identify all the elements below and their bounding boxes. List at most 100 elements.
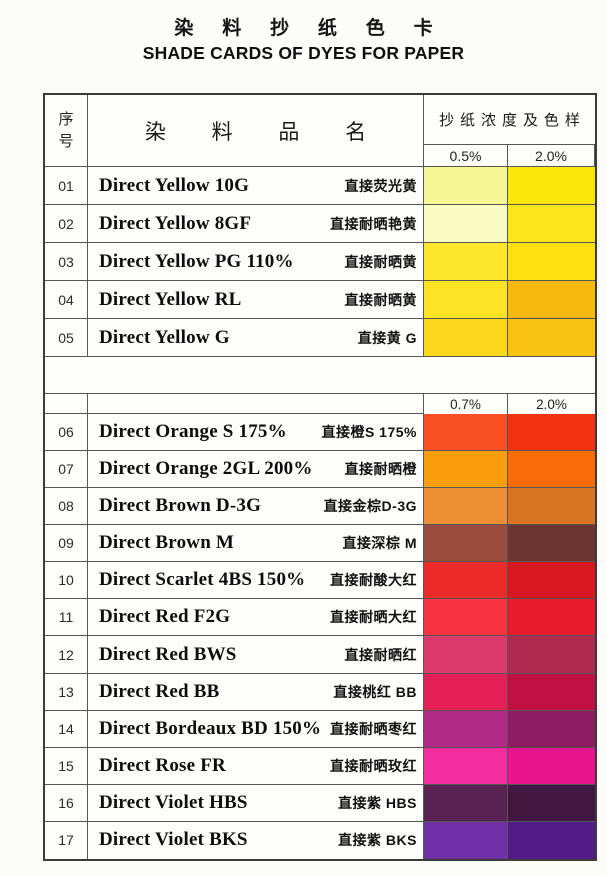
- dye-name-chinese: 直接黄 G: [357, 329, 417, 346]
- color-swatch-high-concentration: [508, 599, 595, 637]
- color-swatch-high-concentration: [508, 243, 595, 281]
- empty-index-cell: [45, 394, 88, 414]
- table-row: 15 Direct Rose FR 直接耐晒玫红: [45, 747, 595, 785]
- color-swatch-low-concentration: [424, 488, 508, 526]
- dye-name-chinese: 直接耐酸大红: [330, 572, 417, 589]
- table-row: 03 Direct Yellow PG 110% 直接耐晒黄: [45, 243, 595, 281]
- row-number: 12: [45, 636, 88, 674]
- dye-name-english: Direct Yellow 8GF: [99, 212, 252, 234]
- dye-name-cell: Direct Yellow 8GF 直接耐晒艳黄: [88, 205, 424, 243]
- dye-name-english: Direct Brown M: [99, 532, 235, 554]
- shade-card-table: 序号 染 料 品 名 抄 纸 浓 度 及 色 样 0.5% 2.0% 01 Di…: [43, 93, 597, 861]
- color-swatch-high-concentration: [508, 488, 595, 526]
- page-header: 染 料 抄 纸 色 卡 SHADE CARDS OF DYES FOR PAPE…: [0, 0, 607, 64]
- dye-name-english: Direct Yellow 10G: [99, 174, 250, 196]
- dye-name-cell: Direct Brown D-3G 直接金棕D-3G: [88, 488, 424, 526]
- dye-name-cell: Direct Bordeaux BD 150% 直接耐晒枣红: [88, 710, 424, 748]
- color-swatch-high-concentration: [508, 319, 595, 357]
- table-row: 06 Direct Orange S 175% 直接橙S 175%: [45, 414, 595, 452]
- table-row: 02 Direct Yellow 8GF 直接耐晒艳黄: [45, 205, 595, 243]
- dye-name-cell: Direct Yellow RL 直接耐晒黄: [88, 281, 424, 319]
- color-swatch-high-concentration: [508, 673, 595, 711]
- row-number: 07: [45, 451, 88, 489]
- color-swatch-high-concentration: [508, 747, 595, 785]
- table-row: 13 Direct Red BB 直接桃红 BB: [45, 673, 595, 711]
- header-index-label: 序号: [58, 110, 74, 150]
- color-swatch-low-concentration: [424, 636, 508, 674]
- color-swatch-low-concentration: [424, 319, 508, 357]
- table-row: 12 Direct Red BWS 直接耐晒红: [45, 636, 595, 674]
- color-swatch-high-concentration: [508, 710, 595, 748]
- color-swatch-low-concentration: [424, 205, 508, 243]
- color-swatch-low-concentration: [424, 167, 508, 205]
- row-number: 08: [45, 488, 88, 526]
- dye-name-english: Direct Red F2G: [99, 606, 231, 628]
- group2-concentration-low: 0.7%: [424, 394, 508, 414]
- group1-rows: 01 Direct Yellow 10G 直接荧光黄 02 Direct Yel…: [45, 167, 595, 357]
- dye-name-cell: Direct Orange S 175% 直接橙S 175%: [88, 414, 424, 452]
- dye-name-chinese: 直接荧光黄: [344, 177, 417, 194]
- dye-name-cell: Direct Yellow 10G 直接荧光黄: [88, 167, 424, 205]
- dye-name-cell: Direct Violet BKS 直接紫 BKS: [88, 821, 424, 859]
- header-swatch-column: 抄 纸 浓 度 及 色 样 0.5% 2.0%: [424, 95, 595, 167]
- dye-name-english: Direct Orange S 175%: [99, 421, 287, 443]
- header-dye-name-label: 染 料 品 名: [144, 120, 387, 144]
- dye-name-english: Direct Red BWS: [99, 643, 237, 665]
- group1-concentration-low: 0.5%: [424, 145, 508, 166]
- color-swatch-high-concentration: [508, 414, 595, 452]
- table-row: 08 Direct Brown D-3G 直接金棕D-3G: [45, 488, 595, 526]
- group1-concentration-high: 2.0%: [508, 145, 595, 166]
- row-number: 02: [45, 205, 88, 243]
- table-row: 01 Direct Yellow 10G 直接荧光黄: [45, 167, 595, 205]
- color-swatch-low-concentration: [424, 414, 508, 452]
- row-number: 09: [45, 525, 88, 563]
- color-swatch-low-concentration: [424, 451, 508, 489]
- dye-name-english: Direct Yellow G: [99, 326, 230, 348]
- color-swatch-high-concentration: [508, 451, 595, 489]
- row-number: 05: [45, 319, 88, 357]
- dye-name-chinese: 直接耐晒大红: [330, 609, 417, 626]
- color-swatch-high-concentration: [508, 562, 595, 600]
- color-swatch-low-concentration: [424, 710, 508, 748]
- dye-name-cell: Direct Brown M 直接深棕 M: [88, 525, 424, 563]
- dye-name-chinese: 直接耐晒橙: [344, 461, 417, 478]
- dye-name-english: Direct Yellow RL: [99, 288, 242, 310]
- group1-concentration-row: 0.5% 2.0%: [424, 145, 595, 166]
- dye-name-chinese: 直接金棕D-3G: [323, 498, 417, 515]
- header-index-column: 序号: [45, 95, 88, 167]
- color-swatch-low-concentration: [424, 784, 508, 822]
- dye-name-english: Direct Yellow PG 110%: [99, 250, 294, 272]
- color-swatch-low-concentration: [424, 525, 508, 563]
- page-title-chinese: 染 料 抄 纸 色 卡: [174, 18, 445, 39]
- row-number: 16: [45, 784, 88, 822]
- dye-name-cell: Direct Scarlet 4BS 150% 直接耐酸大红: [88, 562, 424, 600]
- dye-name-cell: Direct Red BWS 直接耐晒红: [88, 636, 424, 674]
- dye-name-chinese: 直接紫 HBS: [338, 794, 417, 811]
- dye-name-english: Direct Brown D-3G: [99, 495, 262, 517]
- empty-name-cell: [88, 394, 424, 414]
- spacer-row: [45, 357, 595, 394]
- color-swatch-low-concentration: [424, 747, 508, 785]
- color-swatch-low-concentration: [424, 243, 508, 281]
- dye-name-english: Direct Red BB: [99, 680, 220, 702]
- row-number: 03: [45, 243, 88, 281]
- color-swatch-low-concentration: [424, 599, 508, 637]
- dye-name-chinese: 直接橙S 175%: [321, 424, 417, 441]
- table-row: 14 Direct Bordeaux BD 150% 直接耐晒枣红: [45, 710, 595, 748]
- header-swatch-title: 抄 纸 浓 度 及 色 样: [424, 95, 595, 145]
- dye-name-cell: Direct Red BB 直接桃红 BB: [88, 673, 424, 711]
- row-number: 14: [45, 710, 88, 748]
- row-number: 17: [45, 821, 88, 859]
- color-swatch-high-concentration: [508, 525, 595, 563]
- table-row: 09 Direct Brown M 直接深棕 M: [45, 525, 595, 563]
- group2-concentration-row: 0.7% 2.0%: [45, 394, 595, 414]
- row-number: 13: [45, 673, 88, 711]
- dye-name-cell: Direct Orange 2GL 200% 直接耐晒橙: [88, 451, 424, 489]
- dye-name-chinese: 直接深棕 M: [342, 535, 417, 552]
- dye-name-english: Direct Violet HBS: [99, 791, 248, 813]
- color-swatch-high-concentration: [508, 784, 595, 822]
- dye-name-english: Direct Scarlet 4BS 150%: [99, 569, 306, 591]
- row-number: 04: [45, 281, 88, 319]
- dye-name-english: Direct Rose FR: [99, 754, 226, 776]
- row-number: 06: [45, 414, 88, 452]
